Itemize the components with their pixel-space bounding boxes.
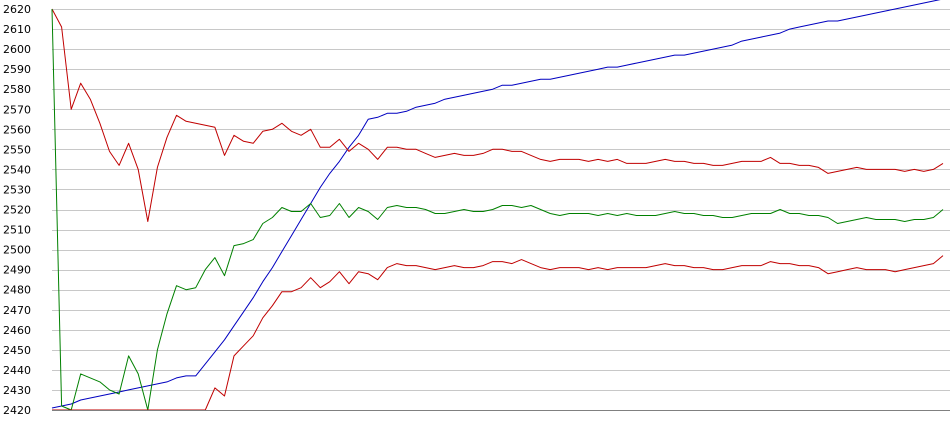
y-tick-label: 2500 (3, 244, 31, 257)
y-tick-label: 2490 (3, 264, 31, 277)
series-lines (51, 0, 944, 411)
gridlines (52, 9, 950, 411)
y-tick-label: 2540 (3, 163, 31, 176)
series-line-3 (51, 8, 944, 411)
y-tick-label: 2520 (3, 204, 31, 217)
y-tick-label: 2570 (3, 103, 31, 116)
series-line-2 (51, 8, 944, 222)
y-tick-label: 2620 (3, 3, 31, 16)
y-tick-label: 2460 (3, 324, 31, 337)
y-axis-tick-labels: 2420 2430 2440 2450 2460 2470 2480 2490 2500 2510… (3, 3, 31, 417)
y-tick-label: 2470 (3, 304, 31, 317)
series-line-4 (52, 255, 944, 411)
y-tick-label: 2550 (3, 143, 31, 156)
y-tick-label: 2590 (3, 63, 31, 76)
y-tick-label: 2530 (3, 183, 31, 196)
y-tick-label: 2510 (3, 224, 31, 237)
y-tick-label: 2480 (3, 284, 31, 297)
y-tick-label: 2450 (3, 344, 31, 357)
y-tick-label: 2560 (3, 123, 31, 136)
series-line-1 (51, 0, 941, 409)
y-tick-label: 2580 (3, 83, 31, 96)
y-tick-label: 2430 (3, 384, 31, 397)
y-tick-label: 2440 (3, 364, 31, 377)
y-tick-label: 2600 (3, 43, 31, 56)
y-tick-label: 2420 (3, 404, 31, 417)
y-tick-label: 2610 (3, 23, 31, 36)
